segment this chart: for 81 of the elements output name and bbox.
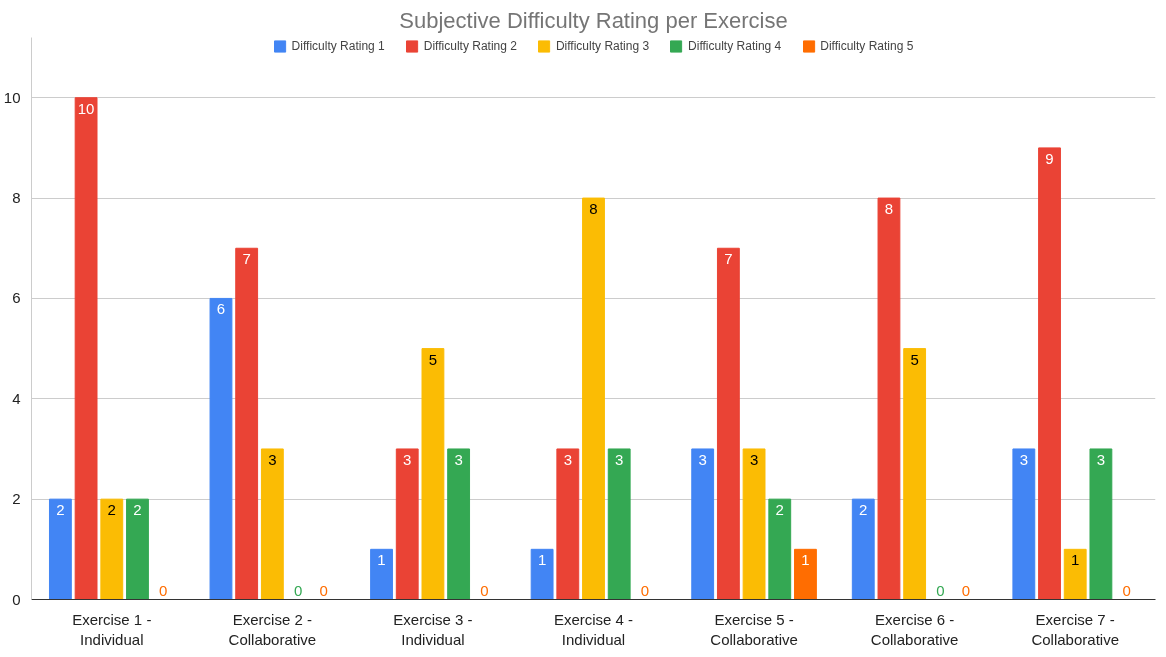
data-label: 0: [480, 581, 489, 599]
data-label: 9: [1045, 149, 1054, 167]
data-label: 2: [775, 501, 784, 519]
bar: [794, 548, 817, 600]
x-tick-label: Exercise 6 - Collaborative: [870, 610, 959, 648]
y-tick-label: 6: [12, 289, 21, 307]
data-label: 3: [403, 450, 412, 468]
bar: [126, 498, 149, 600]
x-tick-label: Exercise 4 - Individual: [553, 610, 634, 648]
data-label: 8: [589, 200, 598, 218]
bar: [903, 348, 927, 600]
data-label: 3: [698, 450, 707, 468]
bar: [1089, 448, 1113, 600]
bar: [877, 197, 901, 600]
data-label: 3: [268, 450, 277, 468]
data-label: 0: [319, 581, 328, 599]
x-tick-label: Exercise 2 - Collaborative: [228, 610, 317, 648]
data-label: 0: [961, 581, 971, 599]
data-label: 3: [615, 450, 624, 468]
bar: [395, 448, 419, 600]
legend-label: Difficulty Rating 2: [423, 39, 517, 53]
bar: [421, 348, 445, 600]
bar: [691, 448, 715, 600]
data-label: 3: [749, 450, 759, 468]
data-label: 2: [859, 501, 868, 519]
bar: [74, 97, 98, 600]
bar: [100, 498, 124, 600]
data-label: 1: [801, 551, 810, 569]
x-tick-label: Exercise 7 - Collaborative: [1031, 610, 1119, 648]
y-tick-label: 8: [12, 189, 21, 207]
y-tick-label: 10: [3, 88, 21, 106]
legend-label: Difficulty Rating 1: [291, 39, 385, 53]
data-label: 3: [1019, 450, 1028, 468]
data-label: 0: [936, 581, 945, 599]
data-label: 2: [133, 501, 142, 519]
legend-label: Difficulty Rating 5: [820, 39, 914, 53]
bar: [851, 498, 875, 600]
chart-title: Subjective Difficulty Rating per Exercise: [399, 7, 788, 33]
data-label: 3: [563, 450, 572, 468]
data-label: 0: [159, 581, 168, 599]
bar: [556, 448, 580, 600]
data-label: 3: [454, 450, 463, 468]
bar: [370, 548, 393, 600]
data-label: 0: [640, 581, 650, 599]
data-label: 3: [1096, 450, 1106, 468]
y-tick-label: 4: [12, 389, 21, 407]
x-tick-label: Exercise 5 - Collaborative: [710, 610, 798, 648]
data-label: 0: [293, 581, 303, 599]
bar: [447, 448, 471, 600]
legend-label: Difficulty Rating 3: [555, 39, 650, 53]
y-tick-label: 0: [12, 590, 21, 608]
bar: [768, 498, 792, 600]
y-tick-label: 2: [12, 490, 21, 508]
data-label: 5: [428, 350, 438, 368]
data-label: 1: [537, 551, 547, 569]
bar: [260, 448, 284, 600]
data-label: 1: [377, 551, 386, 569]
bar: [582, 197, 605, 600]
data-label: 7: [242, 250, 251, 268]
data-label: 7: [724, 250, 733, 268]
x-tick-label: Exercise 3 - Individual: [393, 610, 473, 648]
bar: [48, 498, 72, 600]
bar: [1063, 548, 1087, 600]
bar: [607, 448, 631, 600]
data-label: 2: [56, 501, 65, 519]
x-tick-label: Exercise 1 - Individual: [72, 610, 152, 648]
data-label: 6: [216, 300, 226, 318]
data-label: 8: [884, 200, 894, 218]
bar: [530, 548, 554, 600]
bar: [1012, 448, 1036, 600]
data-label: 10: [77, 99, 95, 117]
data-label: 2: [107, 501, 116, 519]
bar: [1038, 147, 1061, 600]
data-label: 5: [910, 350, 919, 368]
bar: [742, 448, 766, 600]
legend-label: Difficulty Rating 4: [688, 39, 782, 53]
bar: [235, 247, 259, 600]
data-label: 1: [1071, 551, 1080, 569]
bar: [716, 247, 740, 600]
data-label: 0: [1122, 581, 1131, 599]
bar: [209, 297, 233, 600]
